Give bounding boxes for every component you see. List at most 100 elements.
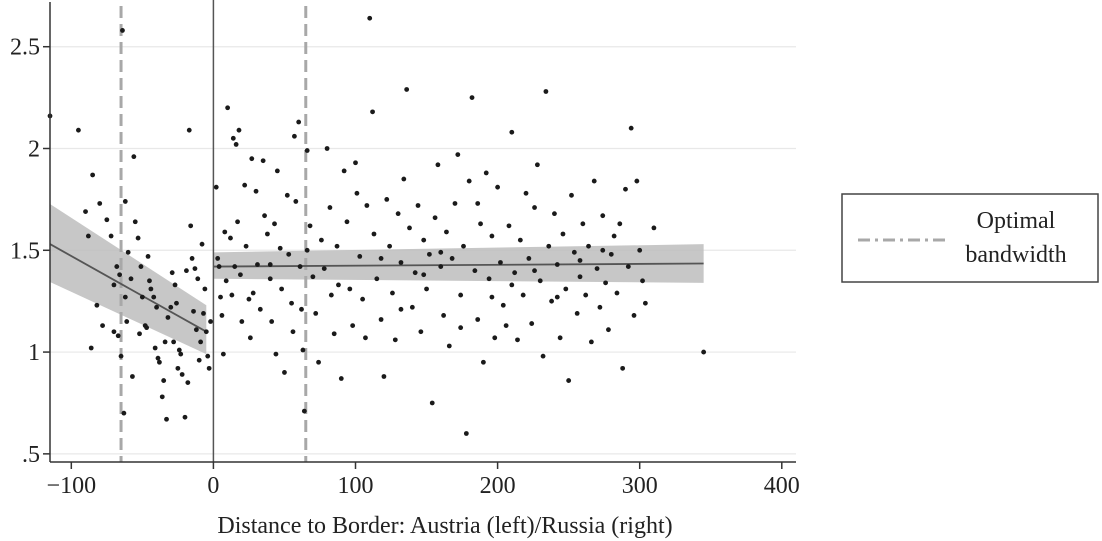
data-point-72: [192, 266, 198, 272]
data-point-154: [390, 290, 395, 296]
data-point-241: [637, 247, 643, 253]
x-axis-title: Distance to Border: Austria (left)/Russi…: [217, 513, 672, 539]
data-point-155: [392, 337, 398, 343]
data-point-158: [401, 176, 407, 182]
data-point-214: [560, 231, 566, 237]
data-point-217: [569, 192, 574, 198]
data-point-125: [310, 274, 316, 280]
data-point-153: [387, 243, 393, 249]
data-point-137: [344, 219, 350, 225]
data-point-22: [139, 294, 145, 300]
data-point-152: [384, 196, 390, 202]
data-point-45: [191, 308, 196, 314]
data-point-39: [179, 372, 185, 377]
data-point-73: [201, 310, 206, 316]
data-point-186: [480, 359, 486, 365]
data-point-96: [249, 156, 255, 162]
x-tick-label-3: 200: [480, 473, 516, 499]
data-point-203: [529, 321, 535, 326]
data-point-117: [293, 199, 299, 204]
data-point-136: [341, 168, 347, 174]
data-point-220: [577, 274, 583, 280]
data-point-47: [196, 357, 202, 363]
data-point-62: [154, 304, 159, 310]
data-point-233: [614, 290, 620, 296]
data-point-37: [175, 365, 181, 371]
data-point-145: [364, 203, 370, 208]
data-point-38: [178, 351, 184, 357]
data-point-54: [208, 319, 213, 324]
data-point-7: [108, 233, 114, 239]
data-point-190: [492, 335, 498, 341]
data-point-108: [274, 168, 280, 174]
data-point-57: [111, 329, 117, 335]
data-point-196: [509, 129, 515, 135]
data-point-164: [418, 329, 424, 335]
tick-labels: .5 1 1.5 2 2.5 −100 0 100 200 300 400: [10, 35, 800, 499]
data-point-15: [122, 199, 128, 204]
data-point-247: [458, 325, 464, 331]
y-tick-label-0: .5: [22, 442, 40, 468]
data-point-216: [566, 378, 572, 383]
legend-box: [841, 193, 1099, 283]
data-point-28: [155, 355, 161, 361]
data-point-162: [412, 270, 418, 276]
data-point-31: [161, 378, 167, 383]
data-point-219: [574, 310, 580, 316]
y-tick-label-1: 1: [28, 340, 40, 366]
data-point-194: [503, 323, 509, 329]
data-point-77: [218, 294, 223, 300]
data-point-24: [145, 253, 151, 259]
data-point-211: [552, 211, 557, 217]
data-point-141: [354, 190, 360, 196]
scatter-points: [47, 15, 707, 436]
data-point-226: [594, 266, 600, 272]
data-point-250: [378, 256, 384, 261]
legend: Optimal bandwidth: [841, 193, 1099, 283]
data-point-169: [432, 215, 438, 221]
data-point-51: [203, 329, 209, 335]
data-point-5: [104, 217, 110, 223]
data-point-230: [606, 327, 611, 333]
data-point-34: [168, 304, 174, 310]
data-point-11: [111, 282, 117, 288]
data-point-133: [331, 331, 337, 337]
data-point-207: [540, 353, 546, 359]
data-point-10: [88, 345, 94, 351]
data-point-105: [269, 319, 275, 324]
data-point-27: [152, 345, 158, 351]
data-point-20: [135, 235, 141, 241]
data-point-255: [532, 268, 537, 274]
data-point-30: [159, 394, 165, 400]
data-point-13: [117, 272, 123, 278]
data-point-240: [634, 178, 640, 184]
data-point-116: [292, 133, 297, 139]
data-point-70: [162, 339, 168, 345]
x-tick-label-1: 0: [207, 473, 219, 499]
data-point-193: [500, 302, 506, 308]
ci-band-right: [213, 244, 704, 283]
data-point-252: [304, 247, 310, 253]
data-point-46: [193, 327, 199, 333]
data-point-9: [100, 323, 105, 329]
data-point-239: [631, 313, 637, 318]
data-point-95: [247, 335, 253, 341]
data-point-144: [363, 335, 368, 341]
ci-band-left: [50, 203, 207, 355]
data-point-35: [171, 339, 177, 345]
data-point-16: [125, 249, 131, 255]
data-point-102: [262, 213, 267, 219]
data-point-3: [90, 172, 96, 178]
data-point-249: [398, 306, 404, 312]
data-point-161: [409, 304, 415, 310]
data-point-251: [336, 282, 341, 288]
data-point-256: [554, 294, 560, 300]
data-point-243: [642, 300, 648, 306]
data-point-157: [398, 260, 404, 265]
data-point-55: [118, 353, 124, 359]
data-point-242: [640, 278, 645, 284]
data-point-103: [265, 231, 270, 237]
data-point-159: [404, 87, 410, 92]
data-point-257: [577, 258, 583, 263]
data-point-56: [121, 410, 127, 416]
